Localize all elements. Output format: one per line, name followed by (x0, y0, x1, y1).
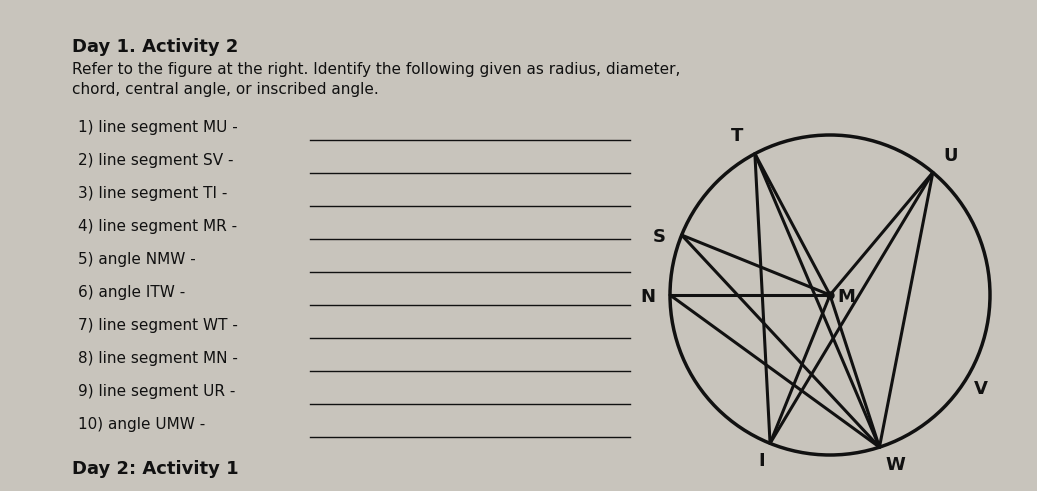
Text: W: W (886, 456, 905, 474)
Text: 2) line segment SV -: 2) line segment SV - (78, 153, 233, 168)
Text: 1) line segment MU -: 1) line segment MU - (78, 120, 237, 135)
Text: 7) line segment WT -: 7) line segment WT - (78, 318, 237, 333)
Text: T: T (731, 127, 744, 145)
Text: 6) angle ITW -: 6) angle ITW - (78, 285, 186, 300)
Text: Day 1. Activity 2: Day 1. Activity 2 (72, 38, 239, 56)
Text: V: V (974, 380, 988, 398)
Text: S: S (653, 228, 666, 246)
Text: 8) line segment MN -: 8) line segment MN - (78, 351, 237, 366)
Text: 5) angle NMW -: 5) angle NMW - (78, 252, 196, 267)
Text: 3) line segment TI -: 3) line segment TI - (78, 186, 227, 201)
Text: chord, central angle, or inscribed angle.: chord, central angle, or inscribed angle… (72, 82, 379, 97)
Text: 9) line segment UR -: 9) line segment UR - (78, 384, 235, 399)
Text: 4) line segment MR -: 4) line segment MR - (78, 219, 237, 234)
Text: U: U (944, 147, 958, 165)
Text: 10) angle UMW -: 10) angle UMW - (78, 417, 205, 432)
Text: Refer to the figure at the right. Identify the following given as radius, diamet: Refer to the figure at the right. Identi… (72, 62, 680, 77)
Text: N: N (641, 288, 655, 306)
Text: Day 2: Activity 1: Day 2: Activity 1 (72, 460, 239, 478)
Text: M: M (837, 288, 854, 306)
Text: I: I (759, 452, 765, 470)
